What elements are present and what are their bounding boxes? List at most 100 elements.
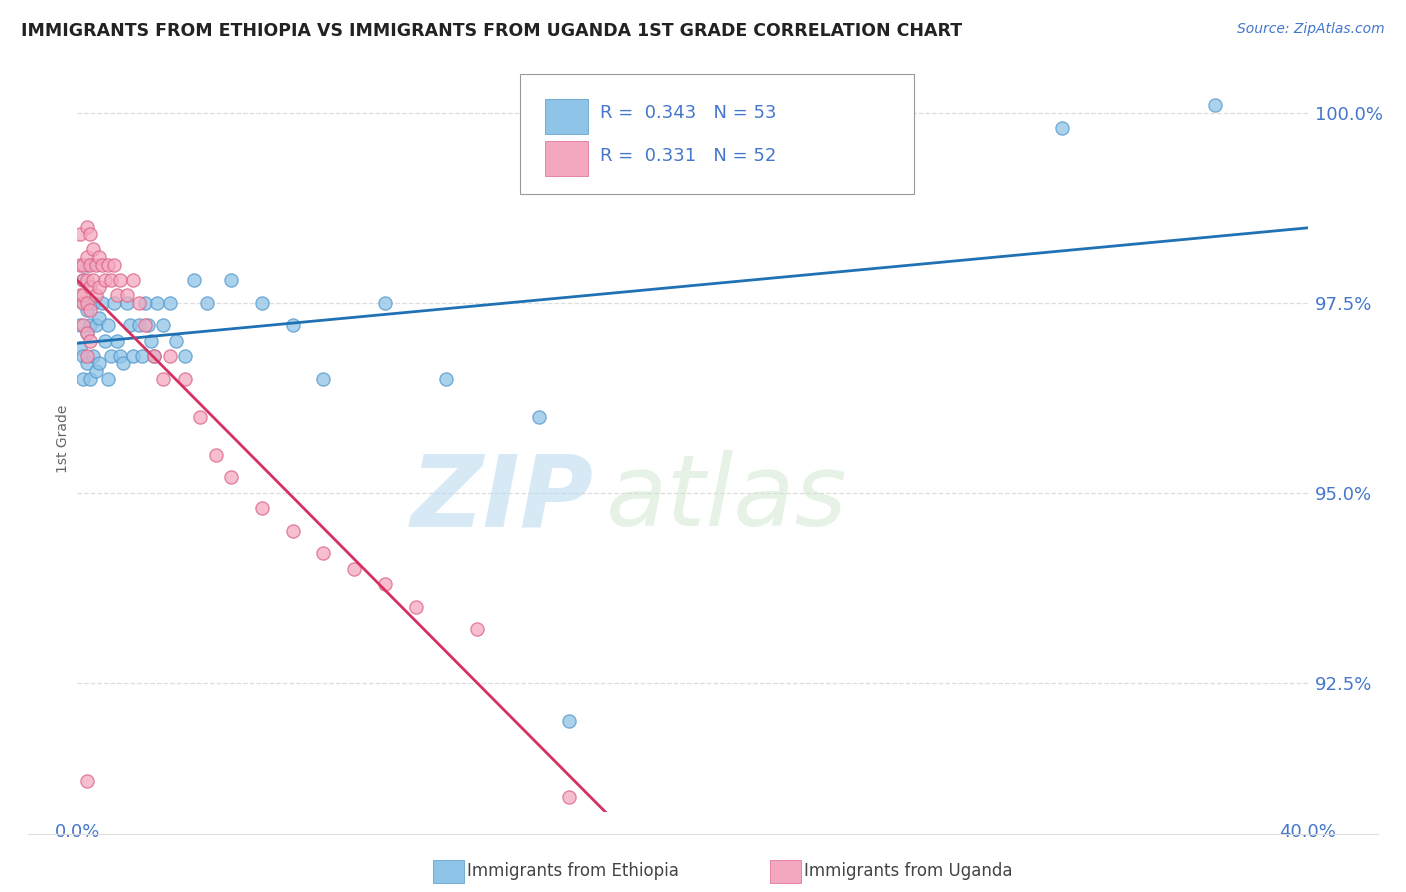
Point <box>136 318 159 333</box>
Point <box>121 349 143 363</box>
Point <box>105 288 128 302</box>
Point <box>219 470 242 484</box>
Point <box>69 318 91 333</box>
Point <box>103 295 125 310</box>
Text: Immigrants from Ethiopia: Immigrants from Ethiopia <box>467 863 679 880</box>
Point <box>558 789 581 804</box>
Point <box>143 349 166 363</box>
Point <box>87 250 110 264</box>
Point <box>84 364 107 378</box>
Point <box>76 774 98 789</box>
Point <box>72 273 94 287</box>
Point <box>115 288 138 302</box>
Point <box>79 280 101 294</box>
Point <box>76 250 98 264</box>
Point <box>72 273 94 287</box>
Point <box>128 295 150 310</box>
Point <box>69 341 91 355</box>
Point <box>76 326 98 340</box>
Point <box>146 295 169 310</box>
Point <box>405 599 427 614</box>
Point <box>110 349 132 363</box>
Point <box>188 409 212 424</box>
Point <box>69 227 91 241</box>
Point <box>84 288 107 302</box>
FancyBboxPatch shape <box>520 74 914 194</box>
Point <box>219 273 242 287</box>
Point <box>72 295 94 310</box>
Point <box>121 273 143 287</box>
Point <box>250 500 273 515</box>
Point <box>84 318 107 333</box>
Point <box>94 273 117 287</box>
Point <box>131 349 153 363</box>
Point <box>115 295 138 310</box>
Point <box>69 258 91 272</box>
Point <box>76 326 98 340</box>
Point <box>82 273 104 287</box>
Point <box>79 334 101 348</box>
Point <box>103 258 125 272</box>
Point <box>87 280 110 294</box>
Point <box>110 273 132 287</box>
Point <box>82 242 104 256</box>
Point <box>76 258 98 272</box>
Text: R =  0.343   N = 53: R = 0.343 N = 53 <box>600 104 776 122</box>
Point <box>174 349 197 363</box>
Point <box>87 310 110 325</box>
Text: Source: ZipAtlas.com: Source: ZipAtlas.com <box>1237 22 1385 37</box>
Point <box>72 318 94 333</box>
Point <box>436 371 458 385</box>
Point <box>72 295 94 310</box>
Point <box>72 349 94 363</box>
Point <box>374 295 396 310</box>
Point <box>79 371 101 385</box>
Point <box>76 349 98 363</box>
Point <box>152 371 174 385</box>
Point <box>159 295 181 310</box>
Text: Immigrants from Uganda: Immigrants from Uganda <box>804 863 1012 880</box>
Text: ZIP: ZIP <box>411 450 595 548</box>
Point <box>94 334 117 348</box>
Point <box>97 258 120 272</box>
Point <box>90 258 114 272</box>
Point <box>281 318 304 333</box>
Point <box>465 623 488 637</box>
Point <box>100 349 122 363</box>
Point <box>84 258 107 272</box>
Point <box>100 273 122 287</box>
Point <box>152 318 174 333</box>
Point <box>105 334 128 348</box>
Point <box>174 371 197 385</box>
Point <box>1050 120 1073 135</box>
Point <box>1204 98 1226 112</box>
Point <box>143 349 166 363</box>
Point <box>82 349 104 363</box>
Point <box>204 448 226 462</box>
Point <box>76 303 98 318</box>
Point <box>250 295 273 310</box>
Point <box>72 288 94 302</box>
Point <box>558 714 581 728</box>
Point <box>76 295 98 310</box>
Point <box>118 318 141 333</box>
Point <box>134 295 156 310</box>
Point <box>183 273 205 287</box>
Text: atlas: atlas <box>606 450 848 548</box>
Point <box>87 356 110 370</box>
Point <box>79 318 101 333</box>
Point <box>343 561 366 575</box>
Point <box>165 334 187 348</box>
Point <box>159 349 181 363</box>
Point <box>72 258 94 272</box>
Point <box>79 258 101 272</box>
Text: IMMIGRANTS FROM ETHIOPIA VS IMMIGRANTS FROM UGANDA 1ST GRADE CORRELATION CHART: IMMIGRANTS FROM ETHIOPIA VS IMMIGRANTS F… <box>21 22 962 40</box>
Point <box>134 318 156 333</box>
Point <box>374 576 396 591</box>
Point <box>79 227 101 241</box>
Point <box>82 295 104 310</box>
Y-axis label: 1st Grade: 1st Grade <box>56 405 70 474</box>
FancyBboxPatch shape <box>546 141 588 177</box>
Point <box>195 295 218 310</box>
Point <box>97 318 120 333</box>
